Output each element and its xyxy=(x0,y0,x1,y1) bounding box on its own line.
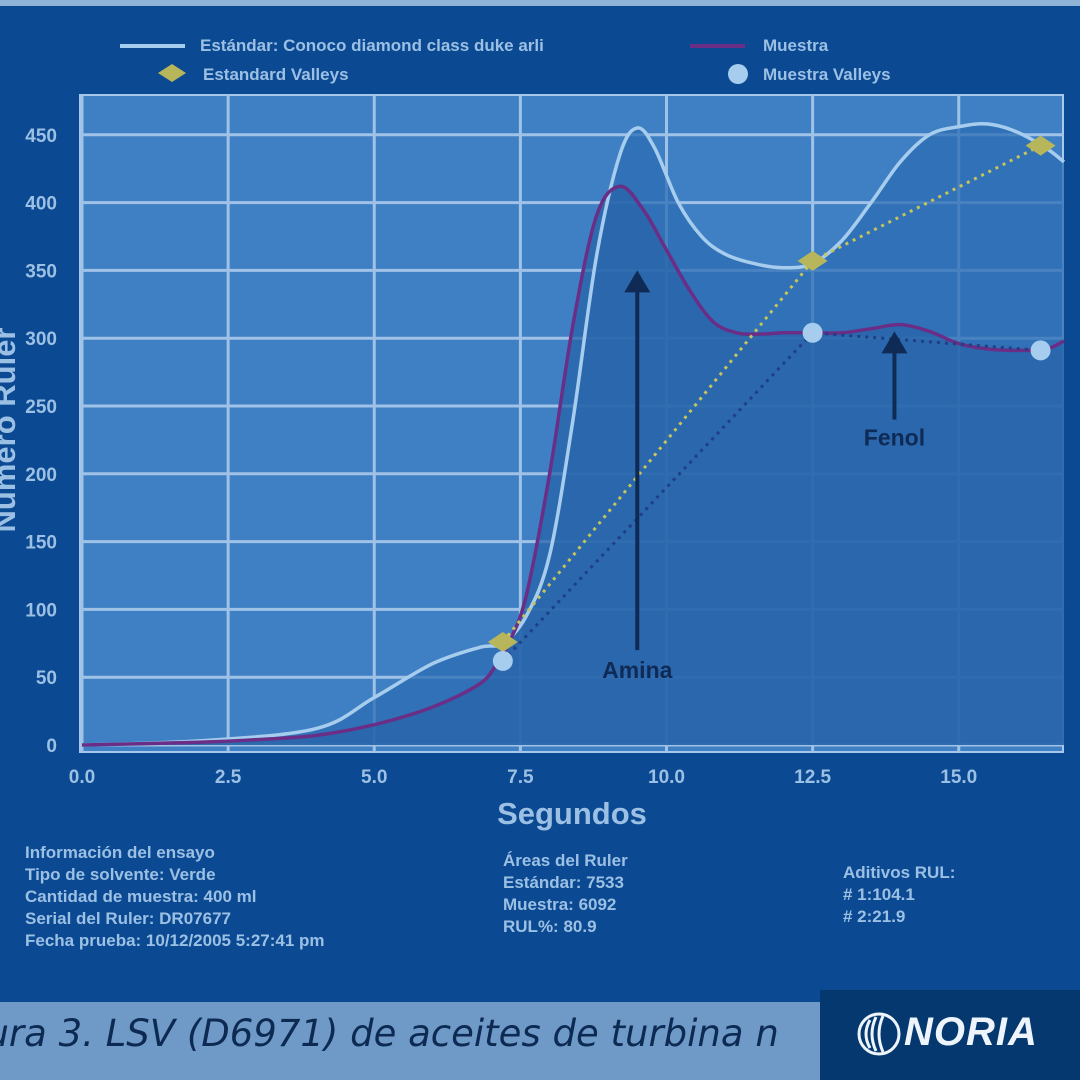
x-tick-label-5: 12.5 xyxy=(794,767,831,788)
sample-valley-marker-0 xyxy=(493,651,513,671)
test-info-line-3: Serial del Ruler: DR07677 xyxy=(25,908,325,930)
x-tick-label-2: 5.0 xyxy=(361,767,387,788)
y-tick-label-7: 350 xyxy=(25,261,57,282)
legend-sample-label: Muestra xyxy=(763,36,829,55)
legend-sample-valley-label: Muestra Valleys xyxy=(763,65,891,84)
figure-caption: gura 3. LSV (D6971) de aceites de turbin… xyxy=(0,1012,779,1055)
x-tick-label-1: 2.5 xyxy=(215,767,242,788)
sample-valley-marker-1 xyxy=(803,323,823,343)
y-tick-label-5: 250 xyxy=(25,397,57,418)
y-tick-label-9: 450 xyxy=(25,126,57,147)
test-info-line-2: Cantidad de muestra: 400 ml xyxy=(25,886,325,908)
legend-standard-label: Estándar: Conoco diamond class duke arli xyxy=(200,36,544,55)
test-info-line-1: Tipo de solvente: Verde xyxy=(25,864,325,886)
test-info-line-4: Fecha prueba: 10/12/2005 5:27:41 pm xyxy=(25,930,325,952)
chart-legend: Estándar: Conoco diamond class duke arli… xyxy=(120,36,891,84)
legend-sample-valley-marker xyxy=(728,64,748,84)
noria-logo-text: NORIA xyxy=(904,1010,1038,1055)
y-axis-title: Número Ruler xyxy=(0,328,22,533)
annotation-label-0: Amina xyxy=(602,657,673,683)
y-tick-label-8: 400 xyxy=(25,194,57,215)
y-tick-label-0: 0 xyxy=(46,736,57,757)
ruler-areas-line-3: RUL%: 80.9 xyxy=(503,916,628,938)
x-tick-label-0: 0.0 xyxy=(69,767,95,788)
y-tick-label-4: 200 xyxy=(25,465,57,486)
x-tick-label-4: 10.0 xyxy=(648,767,685,788)
y-tick-label-2: 100 xyxy=(25,600,57,621)
rul-additives-block: Aditivos RUL: # 1:104.1 # 2:21.9 xyxy=(843,862,955,928)
ruler-areas-line-0: Áreas del Ruler xyxy=(503,850,628,872)
annotation-label-1: Fenol xyxy=(864,425,925,451)
ruler-areas-line-2: Muestra: 6092 xyxy=(503,894,628,916)
ruler-areas-block: Áreas del Ruler Estándar: 7533 Muestra: 60… xyxy=(503,850,628,938)
rul-additives-line-2: # 2:21.9 xyxy=(843,906,955,928)
noria-swirl-icon xyxy=(856,1011,902,1057)
legend-standard-valley-marker xyxy=(158,64,186,82)
y-tick-label-6: 300 xyxy=(25,329,57,350)
rul-additives-line-1: # 1:104.1 xyxy=(843,884,955,906)
x-tick-label-3: 7.5 xyxy=(507,767,534,788)
rul-additives-line-0: Aditivos RUL: xyxy=(843,862,955,884)
x-axis-title: Segundos xyxy=(497,796,647,831)
legend-standard-valley-label: Estandard Valleys xyxy=(203,65,349,84)
test-info-line-0: Información del ensayo xyxy=(25,842,325,864)
ruler-areas-line-1: Estándar: 7533 xyxy=(503,872,628,894)
y-tick-label-1: 50 xyxy=(36,668,57,689)
sample-valley-marker-2 xyxy=(1031,340,1051,360)
x-tick-label-6: 15.0 xyxy=(940,767,977,788)
y-tick-label-3: 150 xyxy=(25,533,57,554)
test-info-block: Información del ensayo Tipo de solvente: … xyxy=(25,842,325,952)
